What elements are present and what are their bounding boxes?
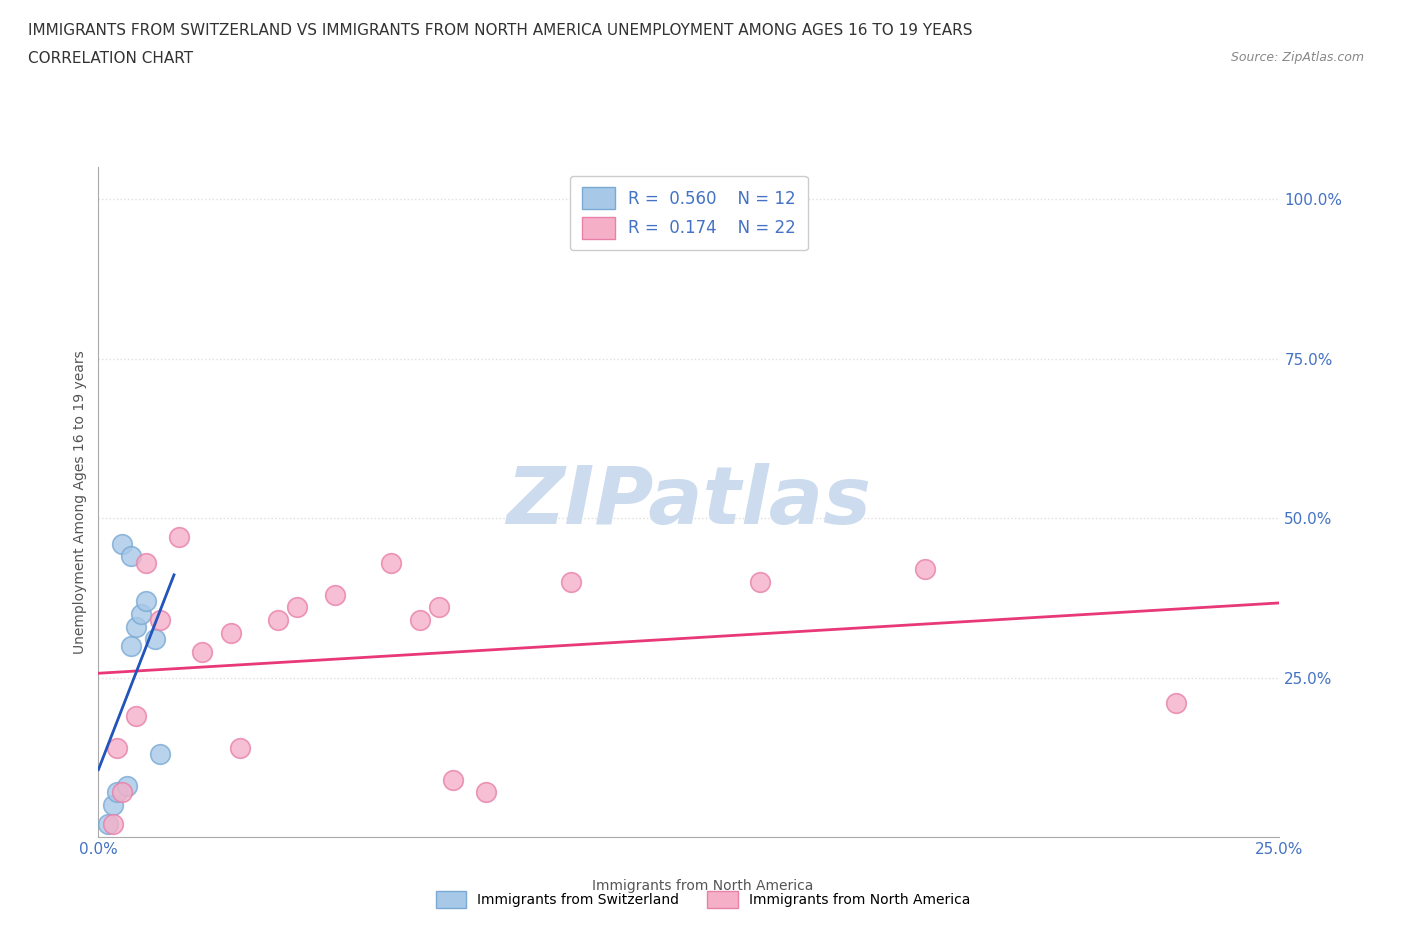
Point [380,555,402,570]
Point [229,740,252,755]
Point [101,817,124,831]
Text: CORRELATION CHART: CORRELATION CHART [28,51,193,66]
Point [914,562,936,577]
Point [135,555,157,570]
Legend: R =  0.560    N = 12, R =  0.174    N = 22: R = 0.560 N = 12, R = 0.174 N = 22 [569,176,808,250]
Point [191,644,214,659]
Point [1164,696,1187,711]
Point [285,600,308,615]
Point [121,549,143,564]
Point [121,638,143,653]
Point [111,537,134,551]
Point [135,593,157,608]
Point [475,785,498,800]
Point [125,709,148,724]
Point [167,530,190,545]
Legend: Immigrants from Switzerland, Immigrants from North America: Immigrants from Switzerland, Immigrants … [430,885,976,914]
Point [560,575,582,590]
Point [149,613,172,628]
Point [97,817,120,831]
Y-axis label: Unemployment Among Ages 16 to 19 years: Unemployment Among Ages 16 to 19 years [73,351,87,654]
Point [115,778,138,793]
Point [143,631,166,646]
Point [408,613,430,628]
Text: IMMIGRANTS FROM SWITZERLAND VS IMMIGRANTS FROM NORTH AMERICA UNEMPLOYMENT AMONG : IMMIGRANTS FROM SWITZERLAND VS IMMIGRANT… [28,23,973,38]
Text: Source: ZipAtlas.com: Source: ZipAtlas.com [1230,51,1364,64]
Point [219,626,242,641]
Text: ZIPatlas: ZIPatlas [506,463,872,541]
Text: Immigrants from North America: Immigrants from North America [592,879,814,893]
Point [441,772,464,787]
Point [105,740,128,755]
Point [111,785,134,800]
Point [129,606,152,621]
Point [323,587,346,602]
Point [105,785,128,800]
Point [125,619,148,634]
Point [101,798,124,813]
Point [427,600,450,615]
Point [748,575,770,590]
Point [267,613,290,628]
Point [149,747,172,762]
